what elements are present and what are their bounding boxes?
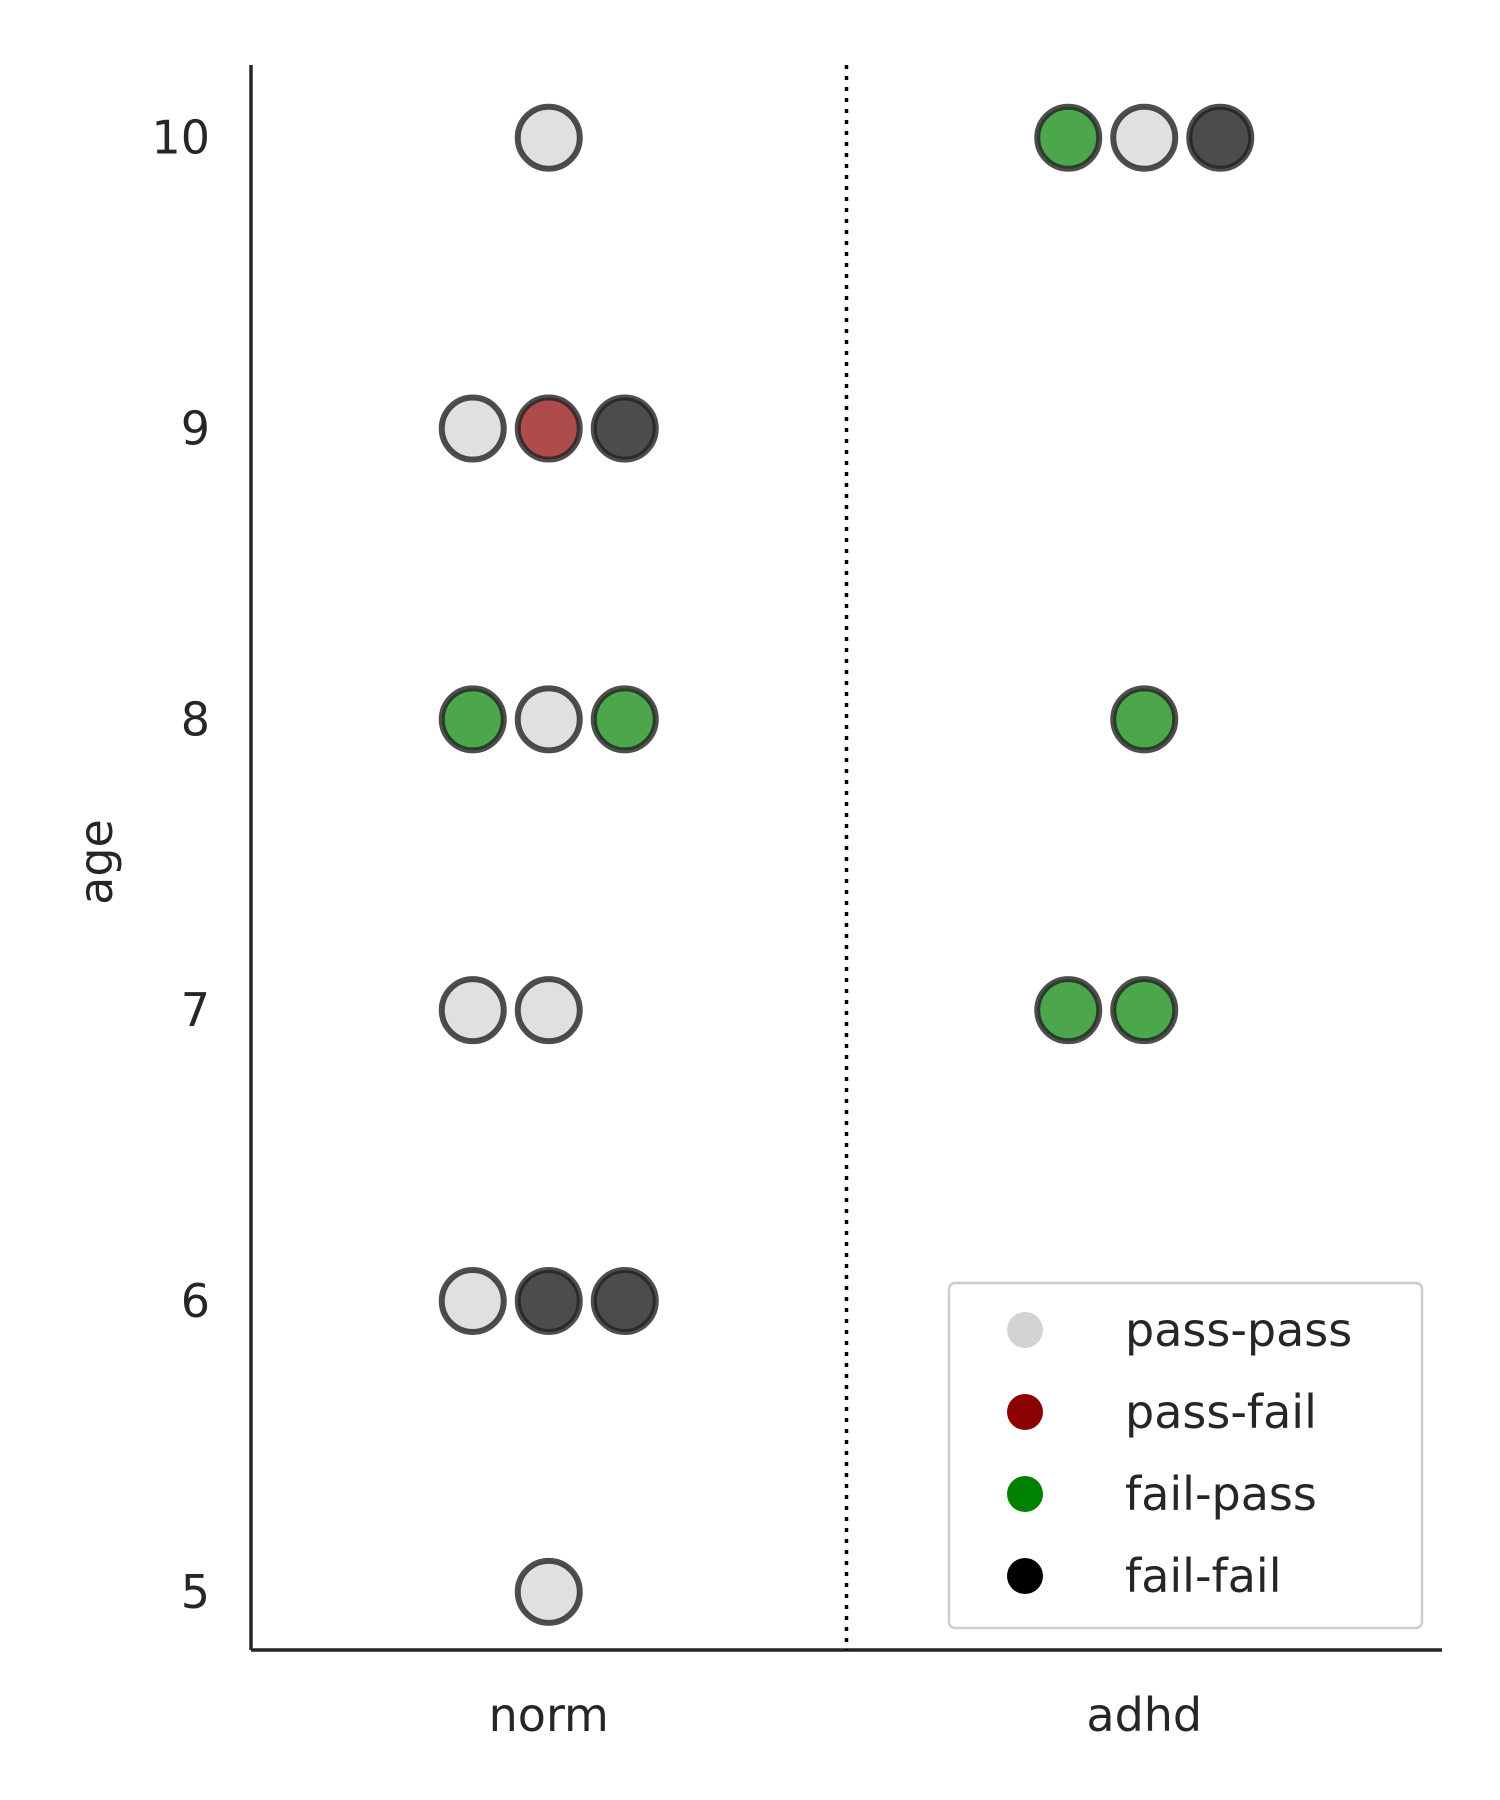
point-adhd-age-7-fail-pass	[1110, 976, 1179, 1045]
point-norm-age-6-fail-fail	[514, 1267, 583, 1336]
legend-marker-fail-pass	[1007, 1476, 1043, 1512]
point-norm-age-7-pass-pass	[514, 976, 583, 1045]
y-tick-label: 8	[181, 692, 210, 746]
legend-frame	[947, 1281, 1424, 1630]
x-tick-label: adhd	[1086, 1688, 1202, 1742]
point-norm-age-10-pass-pass	[514, 103, 583, 172]
point-norm-age-8-fail-pass	[438, 685, 507, 754]
legend-label-fail-fail: fail-fail	[1125, 1549, 1282, 1603]
y-tick-label: 10	[151, 111, 210, 165]
y-tick-label: 9	[181, 402, 210, 456]
point-adhd-age-10-fail-fail	[1186, 103, 1255, 172]
legend-label-pass-pass: pass-pass	[1125, 1303, 1352, 1357]
point-norm-age-9-fail-fail	[590, 394, 659, 463]
point-norm-age-6-fail-fail	[590, 1267, 659, 1336]
point-adhd-age-7-fail-pass	[1034, 976, 1103, 1045]
y-tick-label: 7	[181, 983, 210, 1037]
legend-label-pass-fail: pass-fail	[1125, 1385, 1317, 1439]
point-adhd-age-10-fail-pass	[1034, 103, 1103, 172]
data-points	[438, 103, 1255, 1626]
point-norm-age-8-pass-pass	[514, 685, 583, 754]
y-axis-title: age	[69, 819, 123, 905]
point-norm-age-8-fail-pass	[590, 685, 659, 754]
legend-label-fail-pass: fail-pass	[1125, 1467, 1317, 1521]
point-norm-age-9-pass-fail	[514, 394, 583, 463]
point-norm-age-6-pass-pass	[438, 1267, 507, 1336]
point-norm-age-7-pass-pass	[438, 976, 507, 1045]
point-norm-age-5-pass-pass	[514, 1557, 583, 1626]
y-tick-label: 5	[181, 1565, 210, 1619]
y-tick-label: 6	[181, 1274, 210, 1328]
legend-marker-pass-pass	[1007, 1312, 1043, 1348]
y-tick-labels: 5 6 7 8 9 10	[151, 111, 210, 1619]
x-tick-labels: norm adhd	[489, 1688, 1202, 1742]
point-norm-age-9-pass-pass	[438, 394, 507, 463]
legend-marker-pass-fail	[1007, 1394, 1043, 1430]
point-adhd-age-10-pass-pass	[1110, 103, 1179, 172]
point-adhd-age-8-fail-pass	[1110, 685, 1179, 754]
x-tick-label: norm	[489, 1688, 609, 1742]
legend: pass-pass pass-fail fail-pass fail-fail	[947, 1281, 1424, 1630]
legend-marker-fail-fail	[1007, 1558, 1043, 1594]
